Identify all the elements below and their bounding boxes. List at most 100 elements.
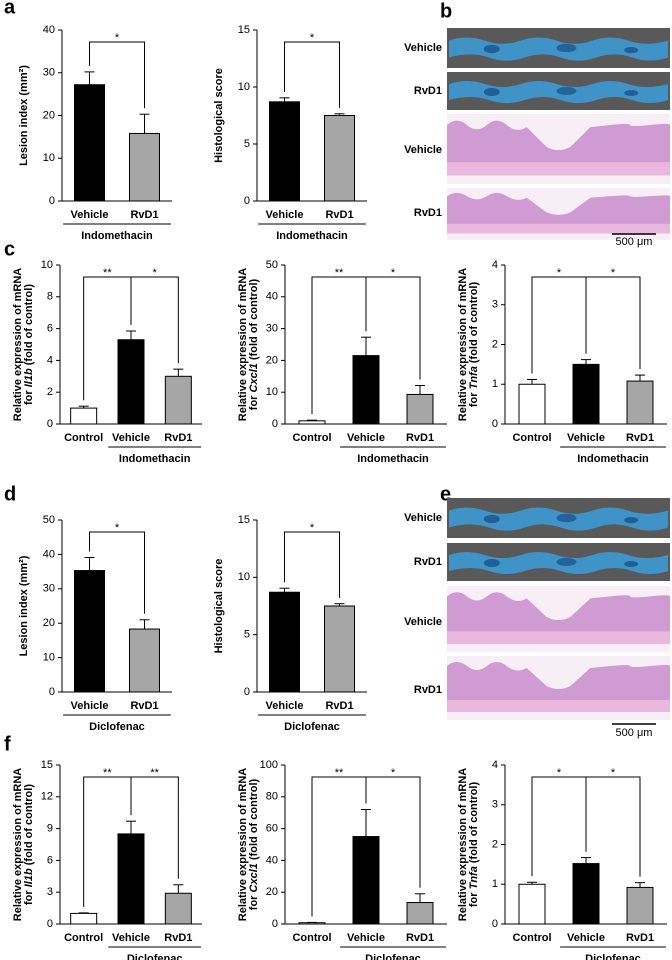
scale-label: 500 μm: [616, 236, 653, 248]
error-bar: [307, 419, 317, 421]
y-axis-label: Relative expression of mRNA: [457, 268, 469, 421]
x-tick-label: RvD1: [325, 209, 353, 221]
error-bar: [126, 330, 136, 340]
y-axis-label: for Tnfa (fold of control): [468, 282, 480, 408]
y-tick-label: 2: [492, 838, 498, 850]
significance-bracket: [130, 276, 179, 364]
y-tick-label: 60: [266, 823, 278, 835]
y-tick-label: 0: [492, 418, 498, 430]
y-tick-label: 2: [492, 338, 498, 350]
y-tick-label: 30: [266, 323, 278, 335]
bar: [518, 383, 546, 425]
y-axis-label: Lesion index (mm²): [18, 555, 30, 656]
error-bar: [527, 881, 537, 885]
y-axis-label-part: (fold of control): [23, 284, 35, 369]
histology: [447, 656, 670, 720]
image-label: Vehicle: [404, 144, 442, 156]
x-tick-label: RvD1: [325, 700, 353, 712]
y-axis-label-part: (fold of control): [468, 782, 480, 867]
bar: [406, 902, 434, 925]
photo: [447, 72, 670, 110]
image-label: RvD1: [414, 556, 442, 568]
group-label: Indomethacin: [577, 453, 649, 465]
significance-bracket: [531, 276, 587, 374]
y-tick-label: 40: [266, 854, 278, 866]
x-tick-label: RvD1: [164, 932, 192, 944]
x-tick-label: Control: [292, 932, 331, 944]
error-bar: [334, 113, 345, 116]
bar: [117, 339, 145, 425]
photo: [447, 498, 670, 538]
y-tick-label: 20: [43, 617, 55, 629]
significance-bracket: [284, 531, 340, 598]
significance-label: *: [115, 32, 120, 44]
y-tick-label: 4: [492, 759, 498, 771]
x-tick-label: RvD1: [626, 432, 654, 444]
x-tick-label: Vehicle: [266, 209, 304, 221]
error-bar: [279, 587, 290, 593]
bar: [298, 420, 326, 425]
y-axis-label: Histological score: [213, 559, 225, 654]
y-tick-label: 15: [238, 514, 250, 526]
significance-bracket: [130, 776, 179, 879]
y-tick-label: 12: [41, 791, 53, 803]
y-axis-label-part: for: [23, 387, 35, 405]
significance-label: **: [103, 767, 112, 779]
group-label: Diclofenac: [585, 953, 641, 960]
y-tick-label: 10: [238, 571, 250, 583]
x-tick-label: Control: [512, 932, 551, 944]
y-tick-label: 3: [492, 299, 498, 311]
y-axis-label-part: Tnfa: [468, 866, 480, 889]
x-tick-label: RvD1: [130, 209, 158, 221]
image-label: Vehicle: [404, 616, 442, 628]
x-tick-label: RvD1: [164, 432, 192, 444]
error-bar: [527, 378, 537, 385]
error-bar: [139, 113, 150, 134]
bar: [74, 84, 105, 202]
y-axis-label: for Il1b (fold of control): [23, 284, 35, 405]
x-tick-label: Vehicle: [347, 932, 385, 944]
error-bar: [173, 368, 184, 377]
group-label: Diclofenac: [89, 721, 145, 733]
significance-label: *: [310, 522, 315, 534]
image-label: Vehicle: [404, 42, 442, 54]
bar: [572, 863, 600, 925]
y-axis-label: Lesion index (mm²): [18, 65, 30, 166]
y-axis-label: Relative expression of mRNA: [457, 768, 469, 921]
y-axis-label-part: (fold of control): [23, 784, 35, 869]
error-bar: [635, 882, 645, 888]
error-bar: [78, 405, 89, 409]
image-label: RvD1: [414, 85, 442, 97]
bar: [70, 912, 98, 925]
group-label: Diclofenac: [127, 953, 183, 960]
significance-bracket: [365, 776, 421, 888]
y-tick-label: 0: [49, 195, 55, 207]
group-label: Indomethacin: [276, 230, 348, 242]
y-axis-label-part: Il1b: [23, 868, 35, 887]
photo: [447, 28, 670, 68]
significance-label: **: [150, 767, 159, 779]
x-tick-label: Vehicle: [71, 700, 109, 712]
y-tick-label: 1: [492, 378, 498, 390]
y-tick-label: 20: [266, 886, 278, 898]
x-tick-label: RvD1: [626, 932, 654, 944]
y-tick-label: 4: [492, 259, 498, 271]
bar: [406, 393, 434, 425]
y-tick-label: 30: [43, 67, 55, 79]
bar: [269, 101, 300, 202]
panel-label: c: [4, 238, 15, 260]
y-axis-label: for Cxcl1 (fold of control): [248, 278, 260, 410]
y-axis-label-part: for: [248, 392, 260, 410]
significance-bracket: [365, 276, 421, 380]
y-tick-label: 0: [244, 195, 250, 207]
significance-label: *: [391, 267, 396, 279]
y-tick-label: 10: [43, 652, 55, 664]
x-tick-label: Vehicle: [112, 432, 150, 444]
y-axis-label: Histological score: [213, 68, 225, 163]
y-tick-label: 4: [47, 354, 53, 366]
bar: [352, 355, 380, 425]
bar: [518, 883, 546, 925]
histology: [447, 586, 670, 652]
y-tick-label: 0: [49, 686, 55, 698]
